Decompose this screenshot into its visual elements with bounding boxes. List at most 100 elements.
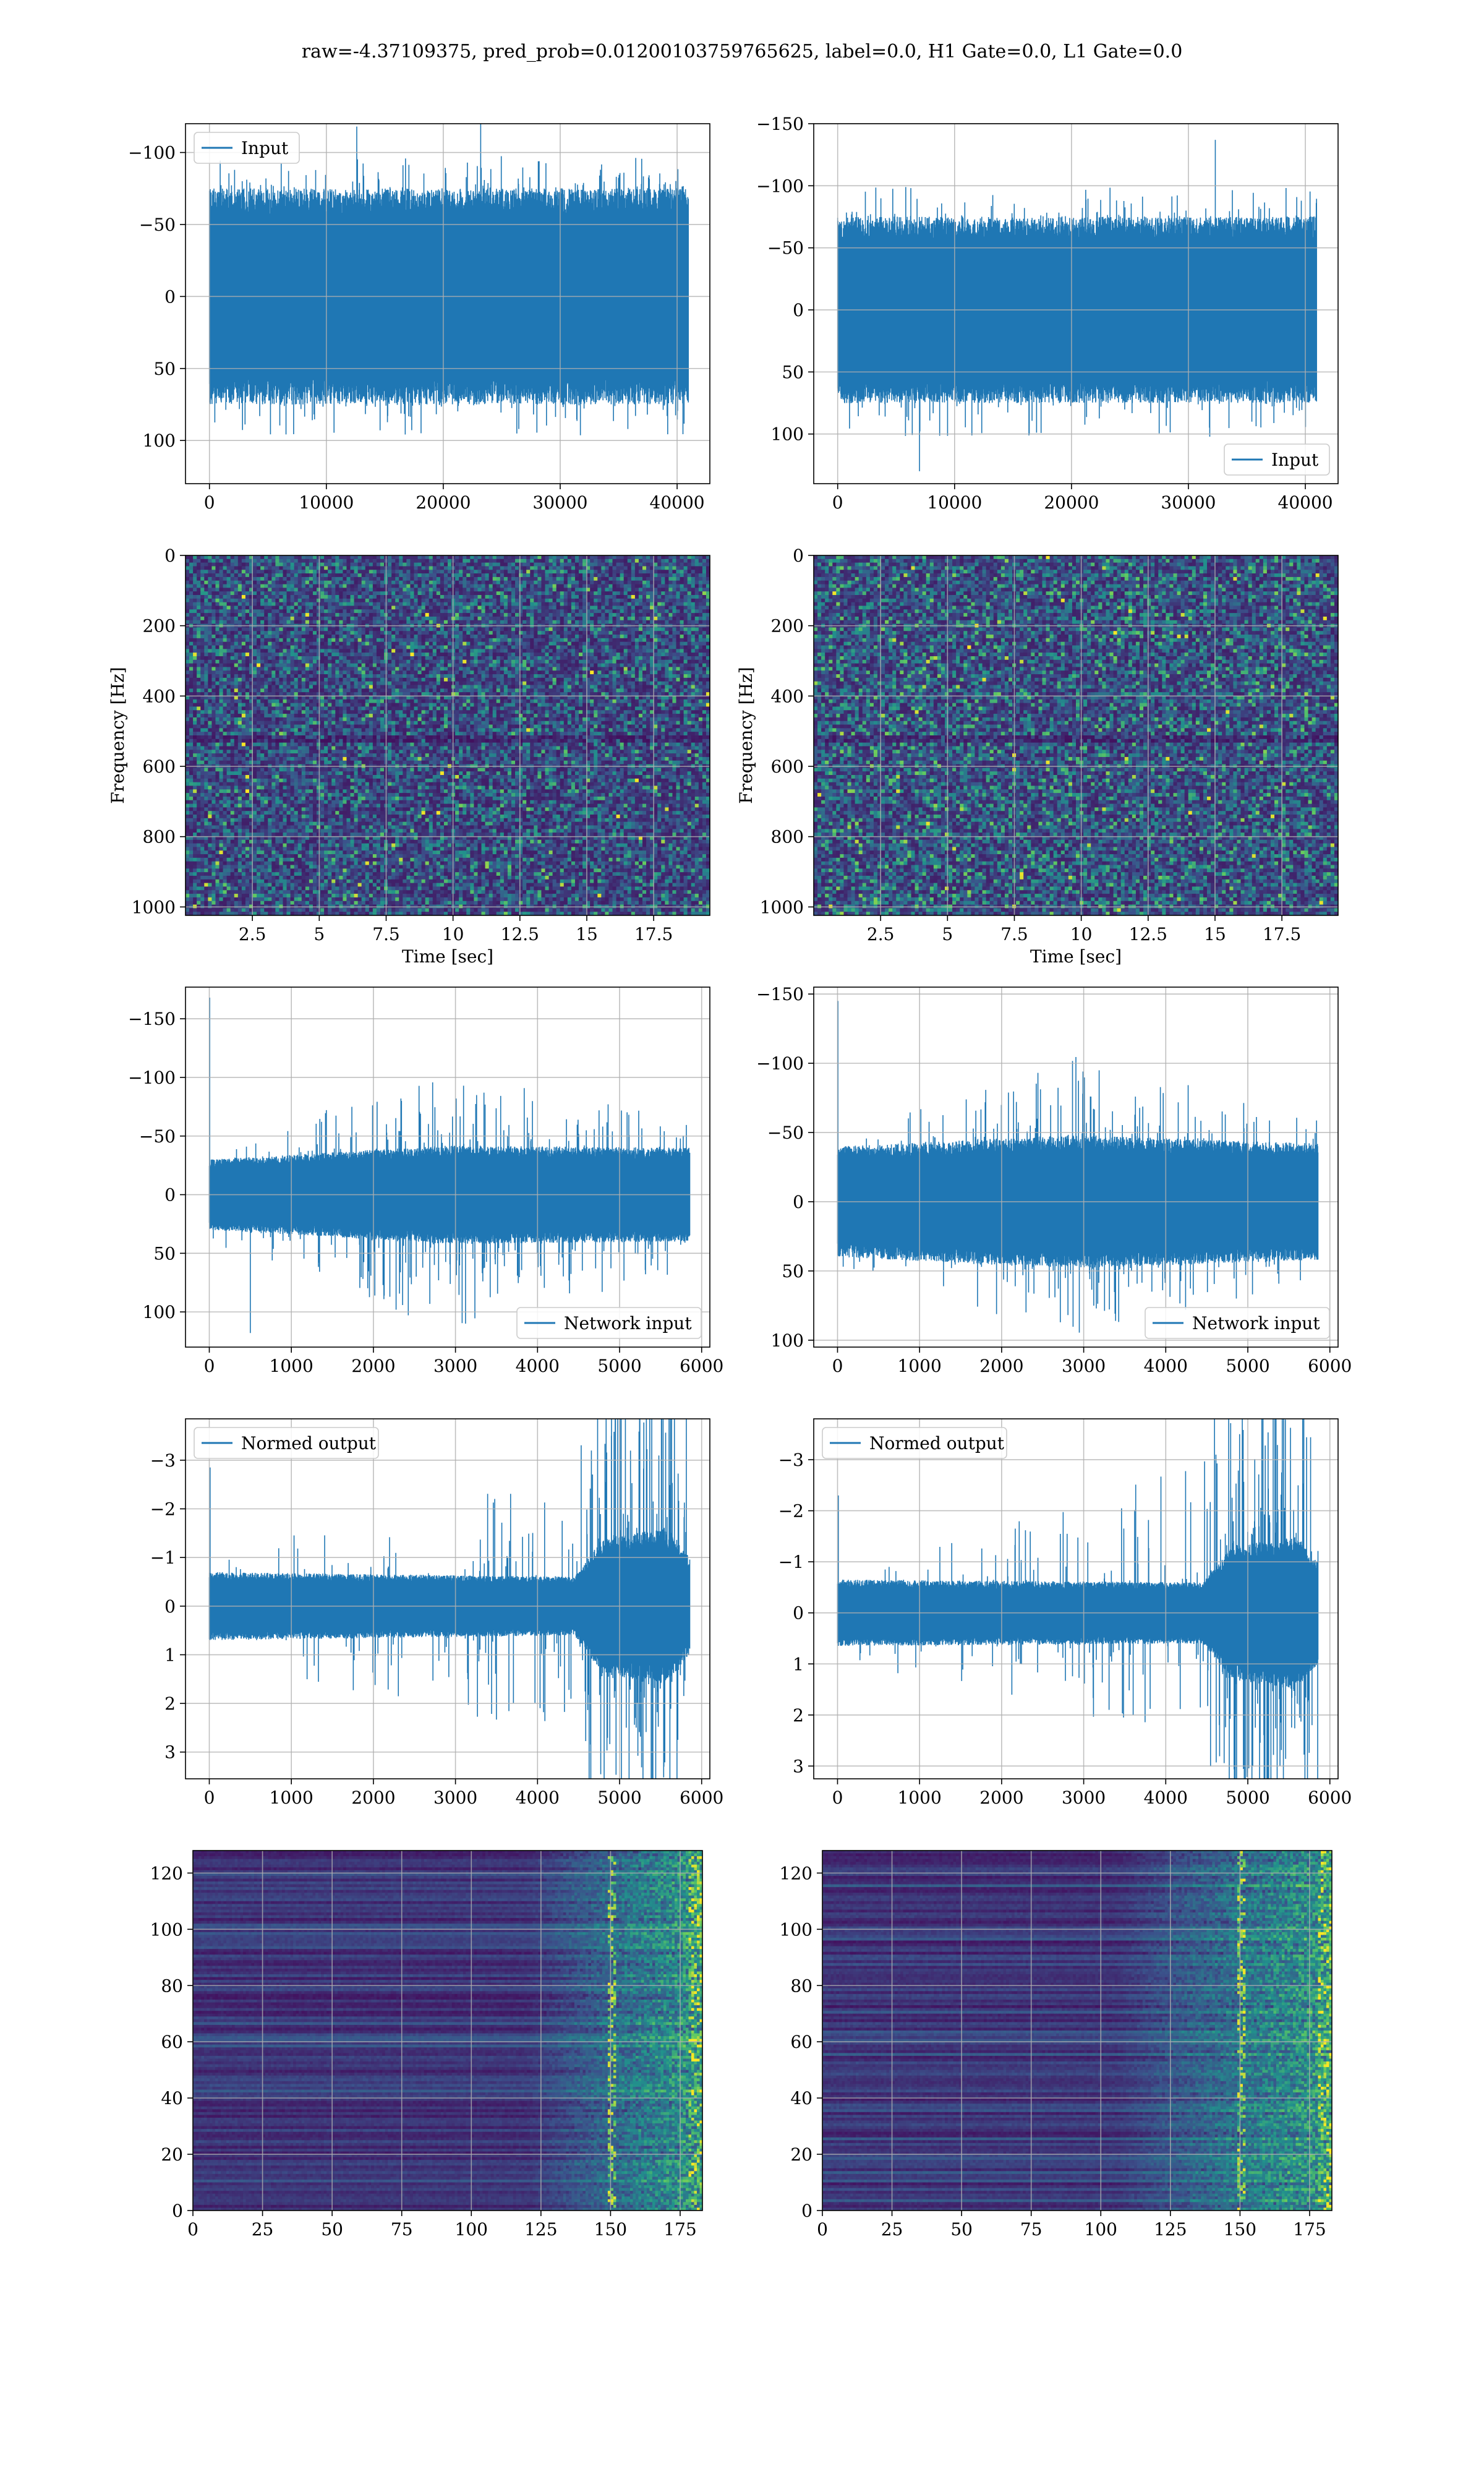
y-tick-label: 1 <box>164 1645 176 1665</box>
x-tick-label: 3000 <box>433 1787 477 1808</box>
y-tick-label: 800 <box>771 827 804 847</box>
x-tick-label: 0 <box>817 2219 828 2240</box>
x-tick-label: 2000 <box>979 1787 1023 1808</box>
x-tick-label: 1000 <box>270 1787 313 1808</box>
y-tick-label: 40 <box>790 2088 812 2108</box>
legend-label: Input <box>241 138 289 158</box>
y-tick-label: −50 <box>767 1123 804 1143</box>
x-tick-label: 5000 <box>597 1356 641 1376</box>
legend-label: Network input <box>1192 1313 1320 1333</box>
x-tick-label: 0 <box>832 1356 843 1376</box>
heatmap-cells <box>814 555 1339 916</box>
y-tick-label: 2 <box>793 1705 804 1726</box>
legend: Input <box>194 132 299 163</box>
plot-area <box>822 1851 1333 2211</box>
series-line <box>209 998 689 1333</box>
x-tick-label: 6000 <box>1308 1356 1352 1376</box>
x-tick-label: 125 <box>524 2219 557 2240</box>
x-tick-label: 0 <box>832 1787 843 1808</box>
x-axis-label: Time [sec] <box>402 946 493 967</box>
series-line <box>837 1001 1318 1332</box>
y-tick-label: 100 <box>780 1919 812 1940</box>
x-tick-label: 10000 <box>927 492 982 513</box>
x-tick-label: 0 <box>187 2219 198 2240</box>
y-tick-label: 200 <box>771 616 804 636</box>
y-tick-label: −100 <box>756 1053 804 1074</box>
y-tick-label: 100 <box>771 424 804 445</box>
x-tick-label: 50 <box>321 2219 343 2240</box>
legend: Input <box>1224 444 1329 475</box>
y-tick-label: 0 <box>793 300 804 320</box>
legend: Network input <box>1145 1308 1329 1338</box>
x-tick-label: 3000 <box>433 1356 477 1376</box>
y-tick-label: 0 <box>793 1192 804 1212</box>
x-tick-label: 0 <box>832 492 843 513</box>
plot-area <box>837 1351 1318 1840</box>
x-tick-label: 3000 <box>1062 1356 1106 1376</box>
x-tick-label: 40000 <box>1278 492 1333 513</box>
plot-area <box>837 1001 1318 1332</box>
y-tick-label: 200 <box>143 616 176 636</box>
x-tick-label: 2000 <box>979 1356 1023 1376</box>
series-line <box>838 140 1316 471</box>
y-tick-label: −1 <box>150 1547 176 1568</box>
x-tick-label: 4000 <box>516 1787 560 1808</box>
x-tick-label: 15 <box>1204 924 1226 944</box>
x-tick-label: 0 <box>204 492 215 513</box>
x-tick-label: 1000 <box>898 1787 942 1808</box>
y-tick-label: 20 <box>790 2144 812 2165</box>
x-tick-label: 0 <box>204 1787 215 1808</box>
plot-area <box>209 998 689 1333</box>
x-tick-label: 50 <box>950 2219 973 2240</box>
y-tick-label: 1 <box>793 1654 804 1674</box>
heatmap-cells <box>186 555 710 916</box>
chart-network-input-l1: 0 1000 2000 3000 4000 5000 6000−150−100−500501… <box>756 984 1352 1376</box>
y-tick-label: −150 <box>756 114 804 134</box>
y-tick-label: 400 <box>771 686 804 706</box>
y-tick-label: 50 <box>782 1261 804 1282</box>
y-tick-label: −50 <box>139 1126 176 1147</box>
x-tick-label: 5 <box>313 924 325 944</box>
y-tick-label: 3 <box>793 1756 804 1776</box>
x-tick-label: 3000 <box>1062 1787 1106 1808</box>
y-tick-label: 100 <box>771 1330 804 1351</box>
y-tick-label: 80 <box>161 1975 183 1996</box>
x-tick-label: 10 <box>1070 924 1093 944</box>
y-tick-label: 0 <box>164 286 176 307</box>
y-tick-label: −150 <box>756 984 804 1004</box>
x-tick-label: 100 <box>455 2219 488 2240</box>
chart-network-input-h1: 0 1000 2000 3000 4000 5000 6000−150−100−500501… <box>128 987 723 1376</box>
plot-area <box>814 555 1339 916</box>
x-tick-label: 125 <box>1154 2219 1187 2240</box>
x-tick-label: 17.5 <box>1263 924 1301 944</box>
x-tick-label: 6000 <box>1308 1787 1352 1808</box>
y-tick-label: 0 <box>164 1596 176 1617</box>
y-tick-label: 50 <box>153 359 176 379</box>
legend: Network input <box>517 1308 701 1338</box>
y-tick-label: 1000 <box>760 897 804 917</box>
y-tick-label: 600 <box>143 756 176 777</box>
x-tick-label: 25 <box>252 2219 274 2240</box>
x-tick-label: 75 <box>1020 2219 1043 2240</box>
x-tick-label: 2000 <box>351 1787 395 1808</box>
y-tick-label: 120 <box>150 1863 183 1883</box>
legend-label: Input <box>1271 450 1319 470</box>
y-tick-label: 2 <box>164 1693 176 1714</box>
chart-input-l1: 0 10000 20000 30000 40000−150−100−50050100In… <box>756 114 1338 513</box>
legend-label: Normed output <box>241 1433 377 1453</box>
y-tick-label: −100 <box>128 143 176 163</box>
x-tick-label: 1000 <box>270 1356 313 1376</box>
x-tick-label: 2000 <box>351 1356 395 1376</box>
x-tick-label: 5000 <box>1226 1356 1269 1376</box>
y-tick-label: −150 <box>128 1009 176 1029</box>
y-tick-label: 0 <box>801 2201 812 2221</box>
y-tick-label: −100 <box>128 1068 176 1088</box>
chart-normed-output-h1: 0 1000 2000 3000 4000 5000 6000−3−2−10123Norme… <box>150 1356 724 1843</box>
y-tick-label: 0 <box>164 1185 176 1205</box>
y-tick-label: −3 <box>150 1450 176 1471</box>
legend: Normed output <box>194 1427 378 1458</box>
y-axis-label: Frequency [Hz] <box>736 667 756 803</box>
y-tick-label: −2 <box>150 1499 176 1520</box>
